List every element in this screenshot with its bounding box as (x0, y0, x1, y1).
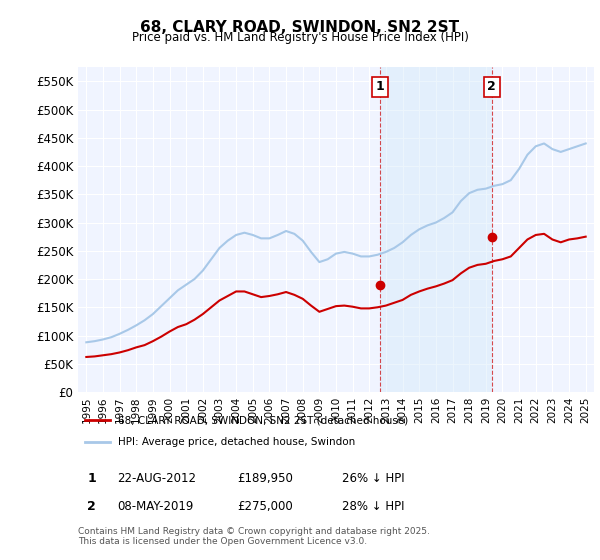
Text: £275,000: £275,000 (237, 500, 293, 514)
Text: 68, CLARY ROAD, SWINDON, SN2 2ST: 68, CLARY ROAD, SWINDON, SN2 2ST (140, 20, 460, 35)
Text: 1: 1 (87, 472, 96, 486)
Text: 2: 2 (87, 500, 96, 514)
Text: £189,950: £189,950 (237, 472, 293, 486)
Text: Price paid vs. HM Land Registry's House Price Index (HPI): Price paid vs. HM Land Registry's House … (131, 31, 469, 44)
Bar (380, 67, 491, 392)
Text: 2: 2 (487, 81, 496, 94)
Text: 22-AUG-2012: 22-AUG-2012 (117, 472, 196, 486)
Text: 1: 1 (376, 81, 385, 94)
Text: Contains HM Land Registry data © Crown copyright and database right 2025.
This d: Contains HM Land Registry data © Crown c… (78, 526, 430, 546)
Text: HPI: Average price, detached house, Swindon: HPI: Average price, detached house, Swin… (118, 437, 355, 447)
Text: 28% ↓ HPI: 28% ↓ HPI (342, 500, 404, 514)
Text: 26% ↓ HPI: 26% ↓ HPI (342, 472, 404, 486)
Text: 68, CLARY ROAD, SWINDON, SN2 2ST (detached house): 68, CLARY ROAD, SWINDON, SN2 2ST (detach… (118, 415, 408, 425)
Text: 08-MAY-2019: 08-MAY-2019 (117, 500, 193, 514)
